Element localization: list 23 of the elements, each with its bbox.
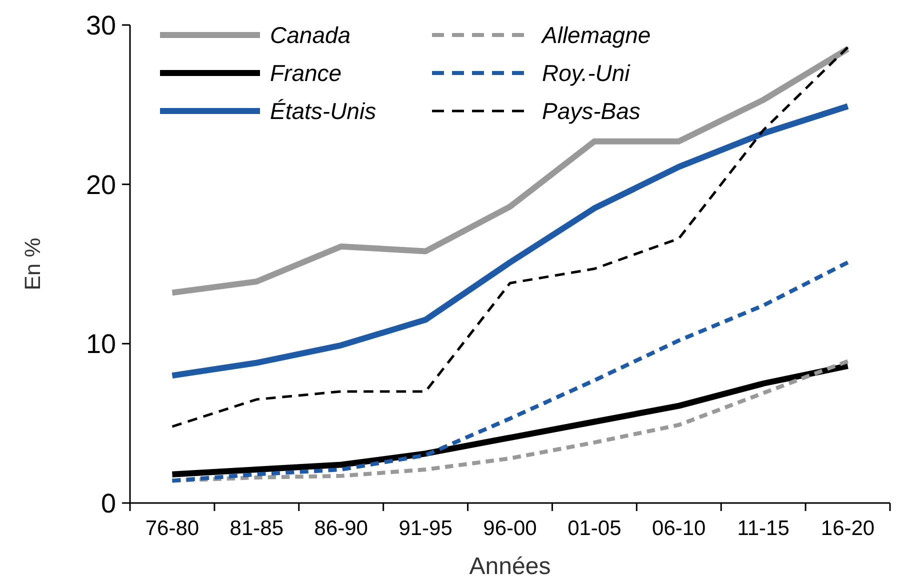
x-tick-label: 86-90: [314, 517, 368, 540]
x-axis-title: Années: [469, 553, 551, 580]
legend-label: États-Unis: [270, 98, 377, 124]
y-tick-label: 10: [86, 329, 116, 360]
legend-label: France: [270, 60, 342, 86]
x-tick-label: 81-85: [230, 517, 284, 540]
x-tick-label: 01-05: [568, 517, 622, 540]
x-tick-label: 96-00: [483, 517, 537, 540]
x-tick-label: 91-95: [398, 517, 452, 540]
legend-label: Canada: [270, 22, 351, 48]
y-axis-title: En %: [20, 238, 45, 290]
y-tick-label: 30: [86, 10, 116, 40]
x-tick-label: 76-80: [145, 517, 200, 540]
x-tick-label: 11-15: [737, 517, 790, 540]
legend-label: Pays-Bas: [542, 98, 641, 124]
line-series: [170, 260, 850, 483]
legend-label: Roy.-Uni: [542, 60, 631, 86]
y-tick-label: 0: [100, 488, 116, 518]
legend-label: Allemagne: [540, 22, 651, 48]
line-series: [170, 46, 850, 428]
x-tick-label: 16-20: [820, 517, 875, 540]
y-tick-label: 20: [86, 170, 116, 200]
x-tick-label: 06-10: [652, 517, 706, 540]
